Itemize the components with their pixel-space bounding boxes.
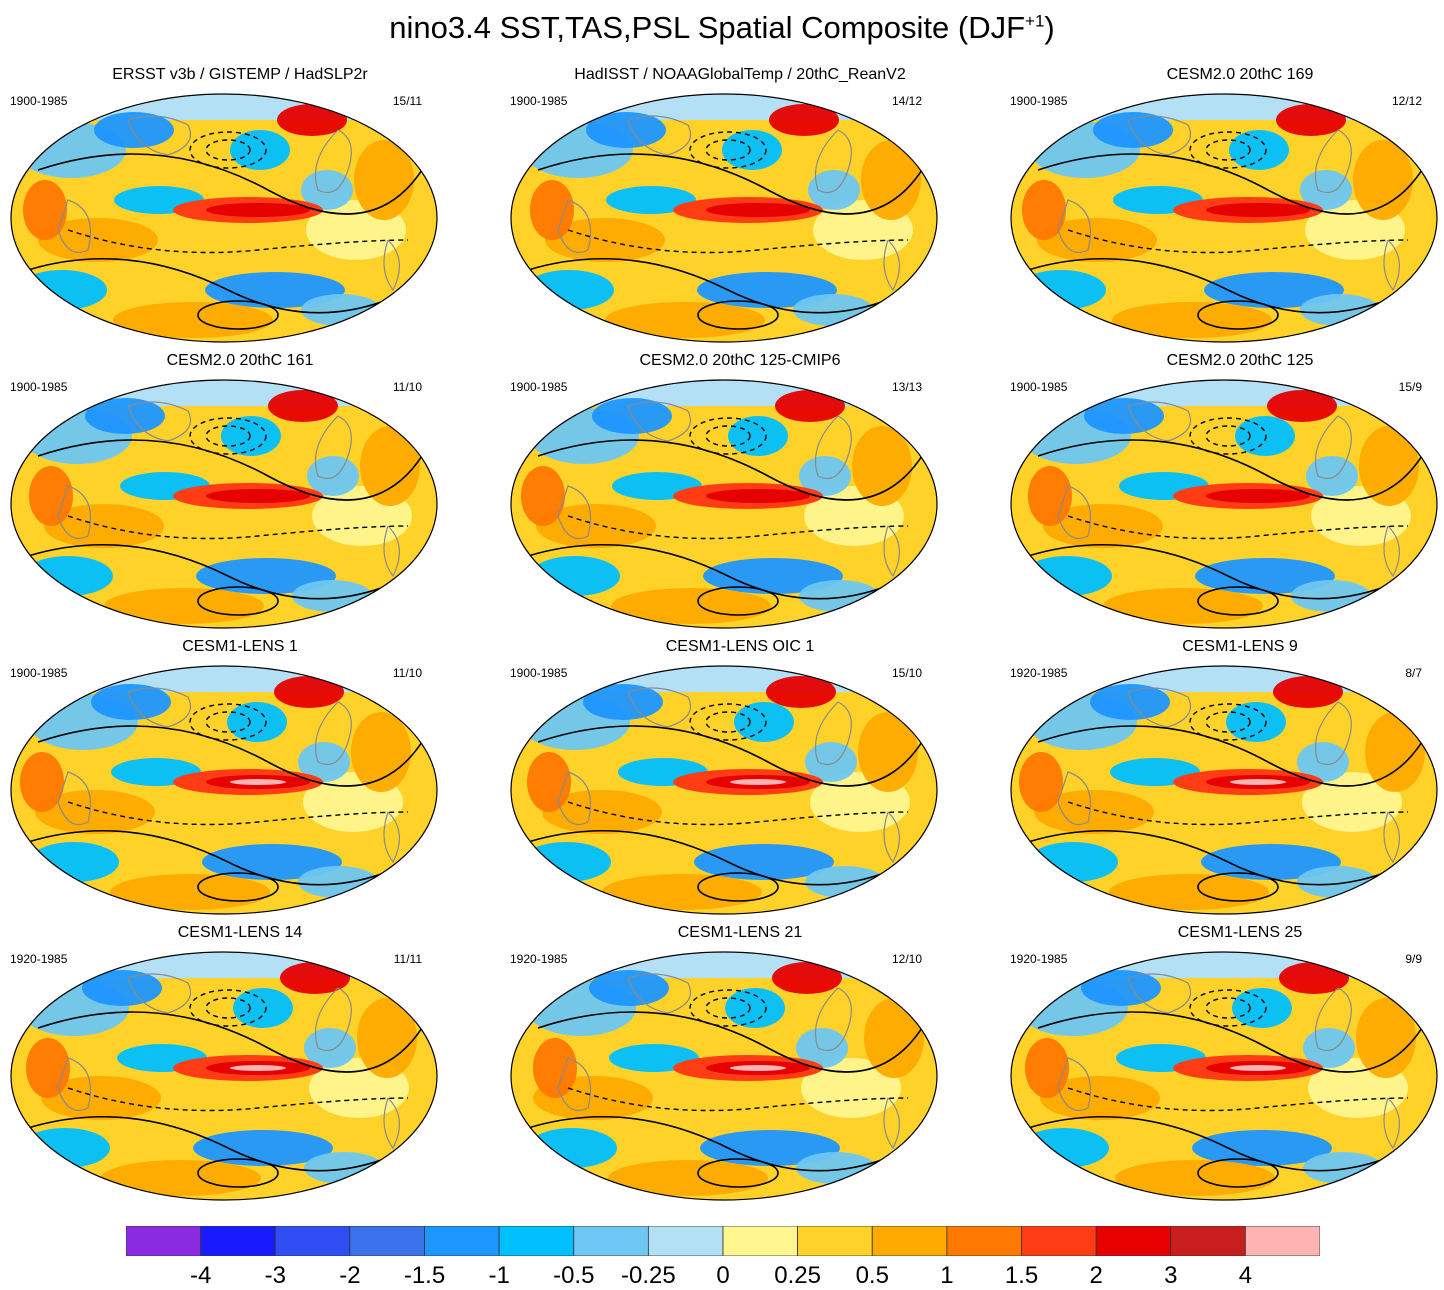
map-image — [10, 93, 438, 343]
panel-title: CESM1-LENS 21 — [677, 924, 803, 941]
panel-count: 13/13 — [891, 380, 922, 394]
panel-period: 1900-1985 — [510, 666, 568, 680]
colorbar-swatch — [946, 1226, 1022, 1256]
map-panel: CESM1-LENS 1 1900-1985 11/10 — [0, 638, 480, 918]
colorbar-label: -3 — [264, 1262, 286, 1289]
map-panel: CESM2.0 20thC 161 1900-1985 11/10 — [0, 352, 480, 632]
colorbar-label: 2 — [1089, 1262, 1103, 1289]
panel-count: 14/12 — [891, 94, 922, 108]
map-panel: CESM1-LENS 14 1920-1985 11/11 — [0, 924, 480, 1204]
colorbar-label: 1.5 — [1004, 1262, 1039, 1289]
colorbar-label: 0.5 — [855, 1262, 889, 1289]
map-panel: CESM1-LENS 9 1920-1985 8/7 — [1000, 638, 1444, 918]
colorbar-swatch — [1170, 1226, 1246, 1256]
panel-title: CESM2.0 20thC 169 — [1166, 66, 1314, 83]
colorbar-swatch — [274, 1226, 351, 1256]
map-image — [510, 93, 938, 343]
panel-count: 12/10 — [891, 952, 922, 966]
panel-period: 1900-1985 — [1010, 380, 1068, 394]
colorbar-label: 0 — [716, 1262, 730, 1289]
colorbar-swatch — [722, 1226, 799, 1256]
colorbar-swatch — [1021, 1226, 1097, 1256]
colorbar-label: 3 — [1164, 1262, 1178, 1289]
main-title: nino3.4 SST,TAS,PSL Spatial Composite (D… — [0, 10, 1444, 46]
panel-count: 9/9 — [1405, 952, 1422, 966]
panel-title: CESM1-LENS OIC 1 — [665, 638, 815, 655]
map-panel: CESM1-LENS OIC 1 1900-1985 15/10 — [500, 638, 980, 918]
map-image — [510, 665, 938, 915]
main-title-text: nino3.4 SST,TAS,PSL Spatial Composite (D… — [389, 10, 1026, 45]
colorbar-label: -0.25 — [621, 1262, 676, 1289]
map-image — [1010, 665, 1438, 915]
colorbar-swatch — [498, 1226, 575, 1256]
colorbar-swatch — [1244, 1226, 1320, 1256]
colorbar-label: 0.25 — [774, 1262, 821, 1289]
map-panel: CESM2.0 20thC 125-CMIP6 1900-1985 13/13 — [500, 352, 980, 632]
colorbar-label: -0.5 — [553, 1262, 595, 1289]
colorbar-swatch — [647, 1226, 724, 1256]
map-panel: CESM2.0 20thC 125 1900-1985 15/9 — [1000, 352, 1444, 632]
panel-count: 8/7 — [1405, 666, 1422, 680]
panel-count: 12/12 — [1391, 94, 1422, 108]
panel-count: 11/10 — [392, 380, 422, 394]
colorbar — [126, 1226, 1320, 1256]
map-image — [1010, 379, 1438, 629]
colorbar-label: 4 — [1238, 1262, 1253, 1289]
main-title-suffix: ) — [1044, 10, 1055, 45]
colorbar-swatch — [424, 1226, 500, 1256]
map-image — [1010, 951, 1438, 1201]
panel-title: HadISST / NOAAGlobalTemp / 20thC_ReanV2 — [574, 66, 906, 83]
map-image — [1010, 93, 1438, 343]
panel-period: 1900-1985 — [10, 666, 68, 680]
colorbar-swatch — [1095, 1226, 1172, 1256]
map-image — [10, 951, 438, 1201]
panel-period: 1920-1985 — [10, 952, 68, 966]
panel-period: 1900-1985 — [1010, 94, 1068, 108]
panel-title: CESM1-LENS 1 — [182, 638, 298, 655]
map-panel: CESM2.0 20thC 169 1900-1985 12/12 — [1000, 66, 1444, 346]
panel-period: 1900-1985 — [10, 380, 68, 394]
panel-count: 11/10 — [392, 666, 422, 680]
map-image — [10, 665, 438, 915]
colorbar-label: -2 — [339, 1262, 361, 1289]
map-panel: CESM1-LENS 21 1920-1985 12/10 — [500, 924, 980, 1204]
panel-title: CESM1-LENS 14 — [177, 924, 303, 941]
panel-title: CESM1-LENS 9 — [1182, 638, 1298, 655]
panel-count: 15/11 — [392, 94, 422, 108]
map-image — [510, 951, 938, 1201]
panel-period: 1920-1985 — [1010, 952, 1068, 966]
map-panel: CESM1-LENS 25 1920-1985 9/9 — [1000, 924, 1444, 1204]
colorbar-swatch — [871, 1226, 948, 1256]
panel-period: 1900-1985 — [10, 94, 68, 108]
colorbar-label: 1 — [940, 1262, 954, 1289]
map-image — [10, 379, 438, 629]
panel-count: 11/11 — [393, 952, 422, 966]
colorbar-swatch — [573, 1226, 649, 1256]
panel-title: ERSST v3b / GISTEMP / HadSLP2r — [112, 66, 368, 83]
panel-title: CESM2.0 20thC 125-CMIP6 — [639, 352, 841, 369]
colorbar-label: -4 — [189, 1262, 212, 1289]
panel-title: CESM2.0 20thC 125 — [1166, 352, 1314, 369]
panel-period: 1920-1985 — [1010, 666, 1068, 680]
panel-count: 15/10 — [891, 666, 922, 680]
colorbar-swatch — [126, 1226, 202, 1256]
colorbar-label: -1.5 — [403, 1262, 446, 1289]
main-title-superscript: +1 — [1025, 11, 1045, 31]
panel-title: CESM2.0 20thC 161 — [166, 352, 314, 369]
map-image — [510, 379, 938, 629]
panel-period: 1920-1985 — [510, 952, 568, 966]
map-panel: ERSST v3b / GISTEMP / HadSLP2r 1900-1985… — [0, 66, 480, 346]
panel-title: CESM1-LENS 25 — [1177, 924, 1303, 941]
map-panel: HadISST / NOAAGlobalTemp / 20thC_ReanV2 … — [500, 66, 980, 346]
colorbar-swatch — [200, 1226, 276, 1256]
panel-period: 1900-1985 — [510, 94, 568, 108]
colorbar-swatch — [349, 1226, 425, 1256]
colorbar-swatch — [797, 1226, 873, 1256]
panel-period: 1900-1985 — [510, 380, 568, 394]
colorbar-label: -1 — [488, 1262, 510, 1289]
panel-count: 15/9 — [1398, 380, 1422, 394]
